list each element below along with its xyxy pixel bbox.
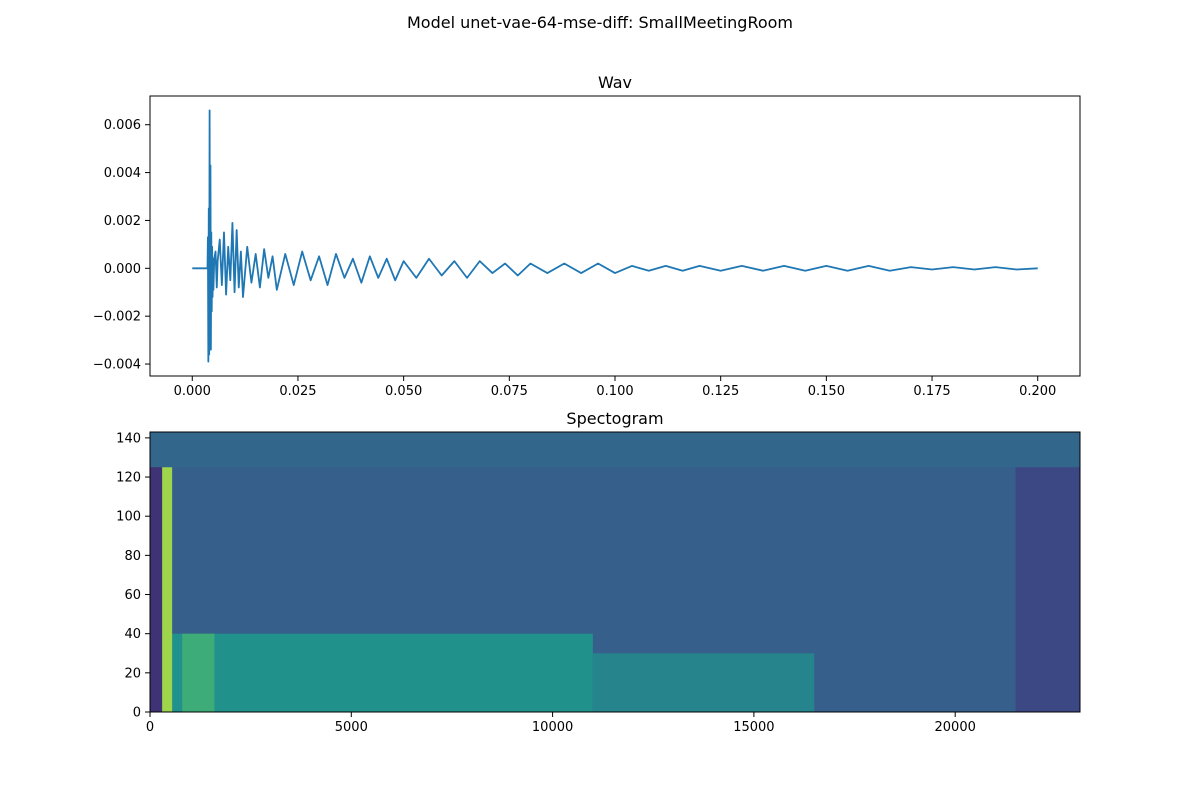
spectrogram-band xyxy=(150,432,1080,468)
x-tick-label: 0.075 xyxy=(491,384,528,399)
y-tick-label: 0.002 xyxy=(104,214,141,229)
spectrogram-band xyxy=(162,467,173,712)
x-tick-label: 0.175 xyxy=(913,384,950,399)
spectrogram-ticks: 0 5000 10000 15000 20000 0 20 40 60 80 100 120 140 xyxy=(116,431,976,735)
spectrogram-band xyxy=(592,653,815,712)
x-tick-label: 0.050 xyxy=(385,384,422,399)
x-tick-label: 0.000 xyxy=(174,384,211,399)
wav-title: Wav xyxy=(598,73,632,92)
x-tick-label: 0 xyxy=(146,720,154,735)
x-tick-label: 0.025 xyxy=(279,384,316,399)
wav-plot: Wav 0.000 0.025 0.050 0.075 0.100 0.125 0.150 0… xyxy=(93,73,1081,399)
y-tick-label: 140 xyxy=(116,431,141,446)
spectrogram-axes-frame xyxy=(149,431,1081,713)
y-tick-label: −0.002 xyxy=(93,310,141,325)
wav-line xyxy=(192,109,1038,363)
spectrogram-title: Spectogram xyxy=(566,409,663,428)
wav-line-series xyxy=(192,109,1038,363)
spectrogram-band xyxy=(162,633,593,712)
x-tick-label: 0.150 xyxy=(808,384,845,399)
wav-ticks: 0.000 0.025 0.050 0.075 0.100 0.125 0.150 0.175… xyxy=(93,118,1056,399)
x-tick-label: 10000 xyxy=(532,720,573,735)
y-tick-label: −0.004 xyxy=(93,358,141,373)
x-tick-label: 15000 xyxy=(733,720,774,735)
figure-title: Model unet-vae-64-mse-diff: SmallMeeting… xyxy=(407,13,793,32)
y-tick-label: 0.006 xyxy=(104,118,141,133)
y-tick-label: 120 xyxy=(116,471,141,486)
spectrogram-image xyxy=(150,432,1080,712)
y-tick-label: 0.000 xyxy=(104,262,141,277)
y-tick-label: 80 xyxy=(124,549,141,564)
x-tick-label: 0.100 xyxy=(596,384,633,399)
spectrogram-band xyxy=(182,633,215,712)
x-tick-label: 0.200 xyxy=(1019,384,1056,399)
y-tick-label: 0 xyxy=(133,706,141,721)
x-tick-label: 0.125 xyxy=(702,384,739,399)
spectrogram-band xyxy=(1015,467,1080,712)
spectrogram-plot: Spectogram 0 5000 10000 15000 20000 0 20 40 60 80… xyxy=(116,409,1081,735)
y-tick-label: 20 xyxy=(124,666,141,681)
x-tick-label: 5000 xyxy=(335,720,368,735)
x-tick-label: 20000 xyxy=(935,720,976,735)
wav-axes-frame xyxy=(149,95,1081,377)
y-tick-label: 60 xyxy=(124,588,141,603)
y-tick-label: 100 xyxy=(116,510,141,525)
y-tick-label: 0.004 xyxy=(104,166,141,181)
y-tick-label: 40 xyxy=(124,627,141,642)
spectrogram-band xyxy=(150,467,163,712)
